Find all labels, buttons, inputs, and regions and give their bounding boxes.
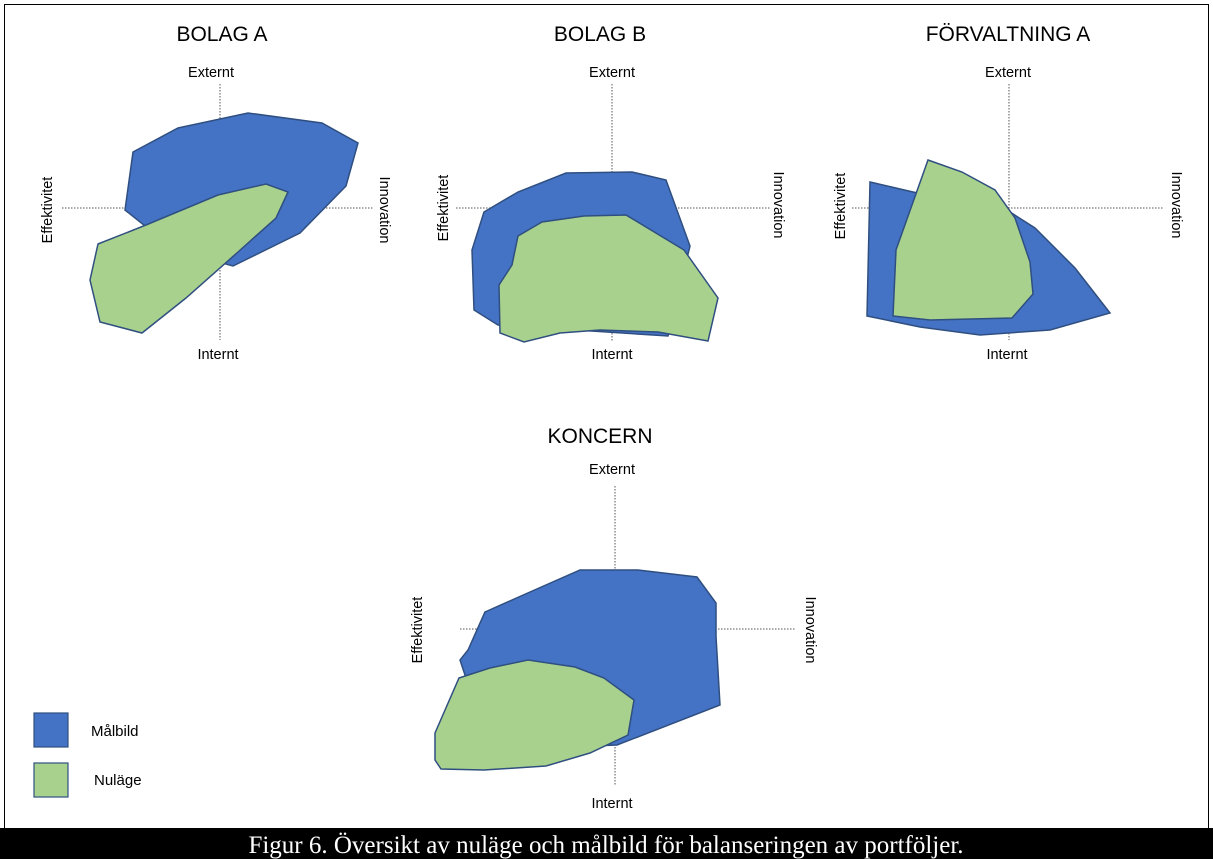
axis-label-left: Effektivitet	[833, 173, 849, 240]
axis-label-left: Effektivitet	[436, 175, 452, 242]
axis-label-top: Externt	[985, 65, 1031, 81]
axis-label-right: Innovation	[802, 597, 818, 664]
panel-title: BOLAG A	[176, 23, 267, 46]
caption-background	[0, 828, 1213, 859]
nulage-area	[498, 214, 719, 343]
nulage-area	[89, 183, 290, 334]
axis-label-right: Innovation	[376, 177, 392, 244]
panel-bolag-a: BOLAG A Externt Internt Effektivitet Inn…	[40, 23, 392, 363]
panel-title: BOLAG B	[554, 23, 646, 46]
axis-label-left: Effektivitet	[40, 177, 56, 244]
legend: Målbild Nuläge	[33, 712, 142, 798]
axis-label-bottom: Internt	[197, 347, 238, 363]
nulage-area	[892, 159, 1034, 321]
caption-bar: Figur 6. Översikt av nuläge och målbild …	[0, 828, 1213, 859]
axis-label-right: Innovation	[770, 172, 786, 239]
legend-swatch-malbild	[33, 712, 69, 748]
axis-label-bottom: Internt	[591, 796, 632, 812]
panel-bolag-b: BOLAG B Externt Internt Effektivitet Inn…	[436, 23, 786, 363]
axis-label-bottom: Internt	[986, 347, 1027, 363]
axis-label-top: Externt	[589, 462, 635, 478]
nulage-area	[434, 659, 635, 771]
legend-label-nulage: Nuläge	[94, 772, 142, 789]
legend-swatch-nulage	[33, 762, 69, 798]
axis-label-top: Externt	[589, 65, 635, 81]
axis-label-top: Externt	[188, 65, 234, 81]
panel-title: FÖRVALTNING A	[926, 23, 1091, 46]
axis-label-left: Effektivitet	[410, 597, 426, 664]
panel-koncern: KONCERN Externt Internt Effektivitet Inn…	[410, 425, 818, 812]
panel-title: KONCERN	[547, 425, 652, 448]
legend-label-malbild: Målbild	[91, 723, 139, 740]
panel-forvaltning-a: FÖRVALTNING A Externt Internt Effektivit…	[833, 23, 1184, 363]
figure-caption: Figur 6. Översikt av nuläge och målbild …	[248, 832, 963, 859]
axis-label-right: Innovation	[1168, 172, 1184, 239]
axis-label-bottom: Internt	[591, 347, 632, 363]
